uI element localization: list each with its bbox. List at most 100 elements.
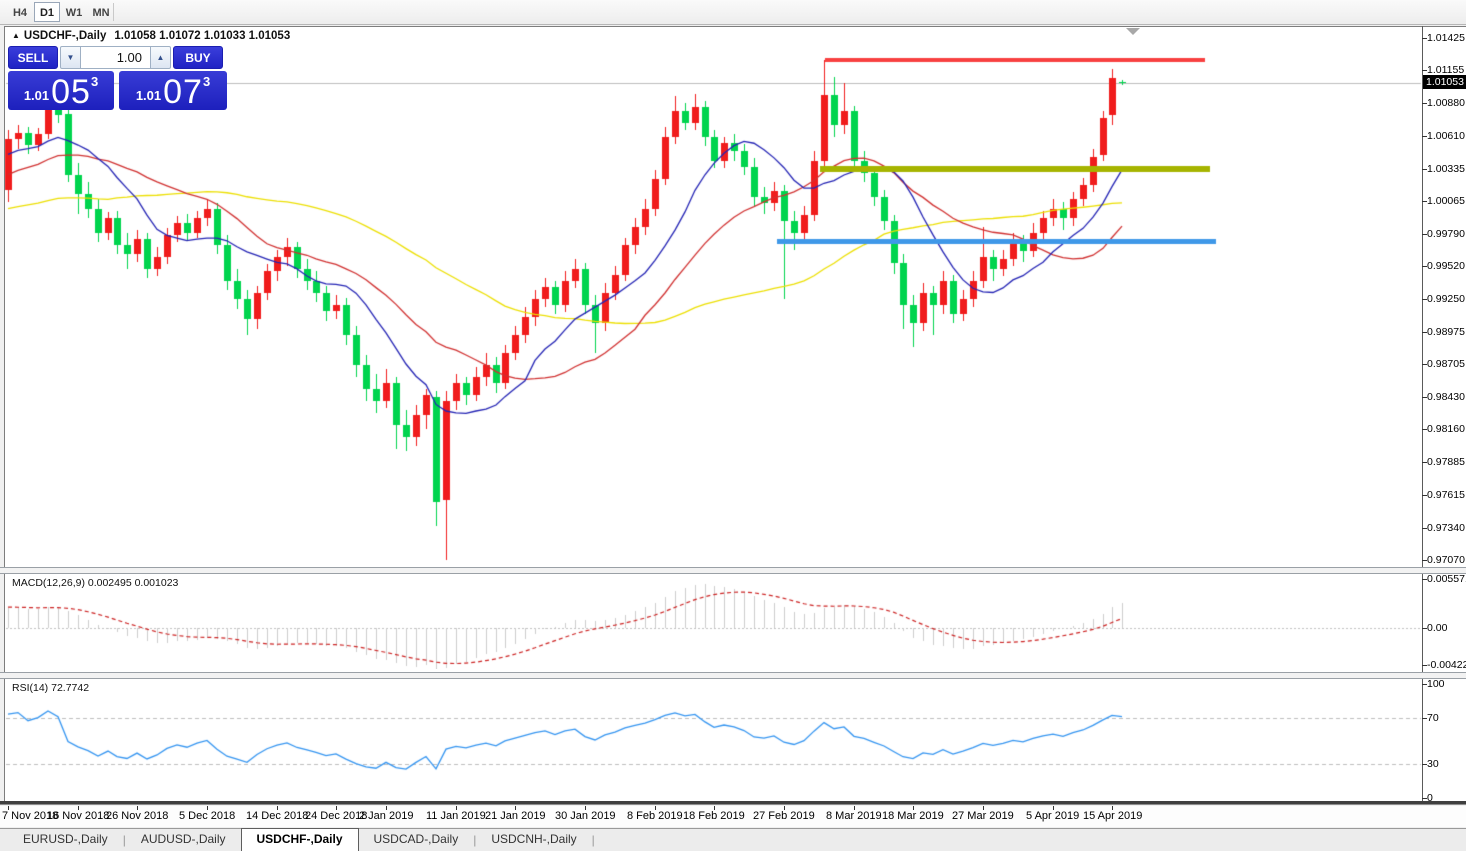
date-tick-mark	[655, 806, 656, 810]
axis-tick-mark	[1422, 429, 1427, 430]
date-axis-label: 15 Apr 2019	[1083, 810, 1143, 822]
macd-axis-label: -0.004224	[1427, 659, 1466, 671]
pane-separator[interactable]	[0, 801, 1466, 805]
date-tick-mark	[714, 806, 715, 810]
date-axis-label: 11 Jan 2019	[426, 810, 486, 822]
price-axis-label: 0.97885	[1427, 456, 1465, 468]
axis-tick-mark	[1422, 397, 1427, 398]
date-tick-mark	[277, 806, 278, 810]
date-tick-mark	[8, 806, 9, 810]
axis-tick-mark	[1422, 169, 1427, 170]
rsi-axis-label: 30	[1427, 758, 1439, 770]
axis-tick-mark	[1422, 628, 1427, 629]
timeframe-button-d1[interactable]: D1	[34, 2, 60, 22]
axis-tick-mark	[1422, 234, 1427, 235]
current-price-tag: 1.01053	[1423, 75, 1466, 89]
chart-frame-top	[4, 26, 1466, 27]
tab-separator: |	[122, 833, 126, 847]
one-click-trade-panel: SELL ▼ ▲ BUY 1.01 05 3 1.01 07 3	[8, 46, 227, 110]
sell-price-big: 05	[51, 73, 91, 111]
date-axis-label: 30 Jan 2019	[555, 810, 616, 822]
tab-audusd[interactable]: AUDUSD-,Daily	[140, 832, 226, 846]
date-axis[interactable]: 7 Nov 2018 16 Nov 2018 26 Nov 2018 5 Dec 20…	[0, 806, 1466, 827]
date-tick-mark	[983, 806, 984, 810]
buy-price-sup: 3	[202, 74, 211, 89]
price-axis-label: 1.01425	[1427, 32, 1465, 44]
timeframe-button-w1[interactable]: W1	[65, 7, 83, 19]
date-tick-mark	[913, 806, 914, 810]
tab-eurusd[interactable]: EURUSD-,Daily	[23, 832, 108, 846]
pane-separator[interactable]	[0, 567, 1466, 574]
sell-price-prefix: 1.01	[23, 88, 50, 103]
date-axis-label: 21 Jan 2019	[485, 810, 546, 822]
tab-usdchf[interactable]: USDCHF-,Daily	[240, 828, 359, 851]
tab-usdcad[interactable]: USDCAD-,Daily	[373, 832, 459, 846]
rsi-axis-label: 70	[1427, 712, 1439, 724]
volume-increase-button[interactable]: ▲	[150, 46, 171, 69]
axis-tick-mark	[1422, 201, 1427, 202]
rsi-axis-label: 0	[1427, 792, 1433, 804]
price-axis-label: 0.98705	[1427, 358, 1465, 370]
axis-tick-mark	[1422, 462, 1427, 463]
tab-separator: |	[473, 833, 477, 847]
rsi-canvas[interactable]	[0, 680, 1422, 801]
chart-title: ▲ USDCHF-,Daily 1.01058 1.01072 1.01033 1.…	[12, 30, 290, 44]
price-axis-label: 0.97340	[1427, 522, 1465, 534]
pane-separator[interactable]	[0, 672, 1466, 679]
price-chart-canvas[interactable]	[0, 27, 1422, 568]
date-axis-label: 18 Mar 2019	[882, 810, 944, 822]
sell-button[interactable]: SELL	[8, 46, 58, 69]
tab-usdcnh[interactable]: USDCNH-,Daily	[491, 832, 577, 846]
volume-input[interactable]	[81, 46, 150, 69]
date-axis-label: 27 Mar 2019	[952, 810, 1014, 822]
date-axis-label: 7 Nov 2018	[2, 810, 59, 822]
date-axis-label: 8 Feb 2019	[627, 810, 683, 822]
price-axis-label: 1.00610	[1427, 130, 1465, 142]
date-axis-label: 24 Dec 2018	[305, 810, 368, 822]
date-axis-label: 14 Dec 2018	[246, 810, 309, 822]
axis-tick-mark	[1422, 266, 1427, 267]
axis-tick-mark	[1422, 70, 1427, 71]
price-axis-label: 0.98430	[1427, 391, 1465, 403]
price-axis-label: 0.98160	[1427, 423, 1465, 435]
price-axis-label: 1.01155	[1427, 64, 1465, 76]
buy-price-panel[interactable]: 1.01 07 3	[119, 71, 227, 110]
axis-tick-mark	[1422, 579, 1427, 580]
rsi-label: RSI(14) 72.7742	[12, 682, 90, 694]
date-tick-mark	[784, 806, 785, 810]
symbol-arrow-icon: ▲	[12, 31, 20, 40]
date-axis-label: 5 Dec 2018	[179, 810, 236, 822]
date-tick-mark	[1112, 806, 1113, 810]
volume-decrease-button[interactable]: ▼	[60, 46, 81, 69]
axis-tick-mark	[1422, 332, 1427, 333]
axis-tick-mark	[1422, 528, 1427, 529]
price-axis-label: 1.00880	[1427, 97, 1465, 109]
date-tick-mark	[515, 806, 516, 810]
date-axis-label: 5 Apr 2019	[1026, 810, 1080, 822]
timeframe-button-mn[interactable]: MN	[92, 7, 110, 19]
price-axis-label: 1.00335	[1427, 163, 1465, 175]
price-axis-label: 0.99250	[1427, 293, 1465, 305]
symbol-tab-bar: EURUSD-,Daily | AUDUSD-,Daily USDCHF-,Daily…	[0, 828, 1466, 851]
macd-canvas[interactable]	[0, 574, 1422, 669]
date-tick-mark	[854, 806, 855, 810]
date-axis-label: 26 Nov 2018	[106, 810, 169, 822]
price-axis-label: 0.97070	[1427, 554, 1465, 566]
axis-tick-mark	[1422, 38, 1427, 39]
date-tick-mark	[207, 806, 208, 810]
axis-tick-mark	[1422, 798, 1427, 799]
sell-price-panel[interactable]: 1.01 05 3	[8, 71, 114, 110]
rsi-axis-label: 100	[1427, 678, 1445, 690]
axis-border	[1422, 26, 1423, 801]
axis-tick-mark	[1422, 665, 1427, 666]
axis-tick-mark	[1422, 718, 1427, 719]
timeframe-button-h4[interactable]: H4	[12, 7, 28, 19]
date-axis-label: 2 Jan 2019	[359, 810, 414, 822]
timeframe-toolbar: H4 D1 W1 MN	[0, 0, 1466, 25]
price-axis-label: 0.99520	[1427, 260, 1465, 272]
macd-label: MACD(12,26,9) 0.002495 0.001023	[12, 577, 179, 589]
buy-button[interactable]: BUY	[173, 46, 223, 69]
buy-price-big: 07	[163, 73, 203, 111]
date-axis-label: 18 Feb 2019	[683, 810, 745, 822]
